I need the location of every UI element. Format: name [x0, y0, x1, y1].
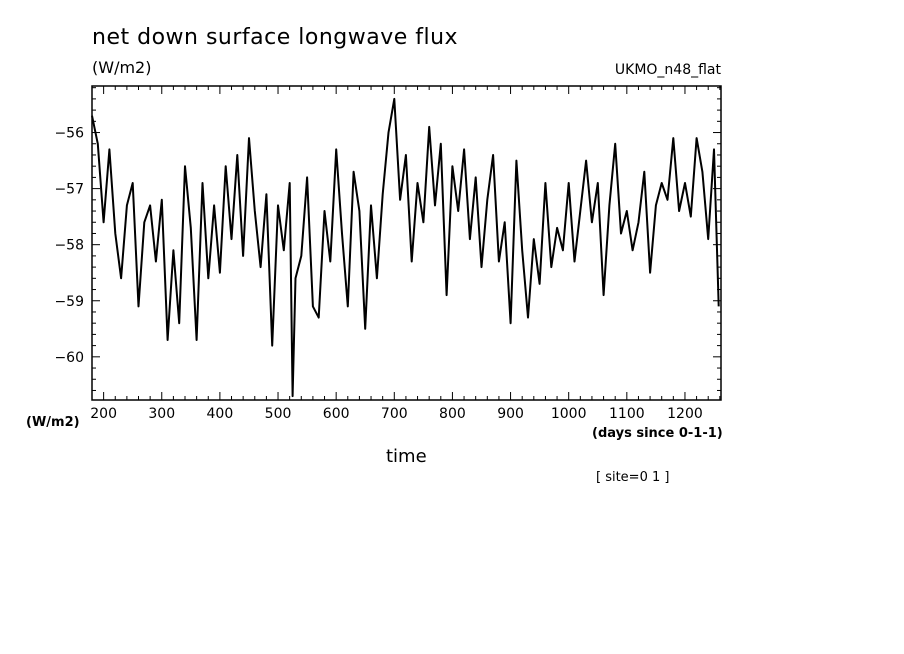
x-tick-label: 800: [439, 406, 466, 422]
x-tick-label: 200: [90, 406, 117, 422]
y-tick-label: −57: [54, 182, 84, 198]
y-tick-label: −58: [54, 238, 84, 254]
y-units-label: (W/m2): [26, 415, 80, 430]
y-tick-label: −60: [54, 350, 84, 366]
x-tick-label: 500: [265, 406, 292, 422]
plot-frame: [91, 85, 722, 401]
x-tick-label: 900: [497, 406, 524, 422]
chart-title: net down surface longwave flux: [92, 25, 459, 50]
units-label: (W/m2): [92, 58, 152, 77]
x-tick-label: 700: [381, 406, 408, 422]
series-line: [91, 97, 720, 398]
model-label: UKMO_n48_flat: [614, 62, 721, 78]
x-tick-label: 1000: [551, 406, 587, 422]
x-tick-label: 1200: [667, 406, 703, 422]
x-units-label: (days since 0-1-1): [592, 426, 723, 441]
y-tick-label: −59: [54, 294, 84, 310]
x-tick-label: 300: [148, 406, 175, 422]
x-tick-label: 600: [323, 406, 350, 422]
site-label: [ site=0 1 ]: [596, 470, 670, 485]
x-axis-label: time: [386, 446, 427, 467]
x-tick-label: 400: [207, 406, 234, 422]
x-tick-label: 1100: [609, 406, 645, 422]
series-layer: [91, 97, 720, 398]
y-tick-label: −56: [54, 126, 84, 142]
